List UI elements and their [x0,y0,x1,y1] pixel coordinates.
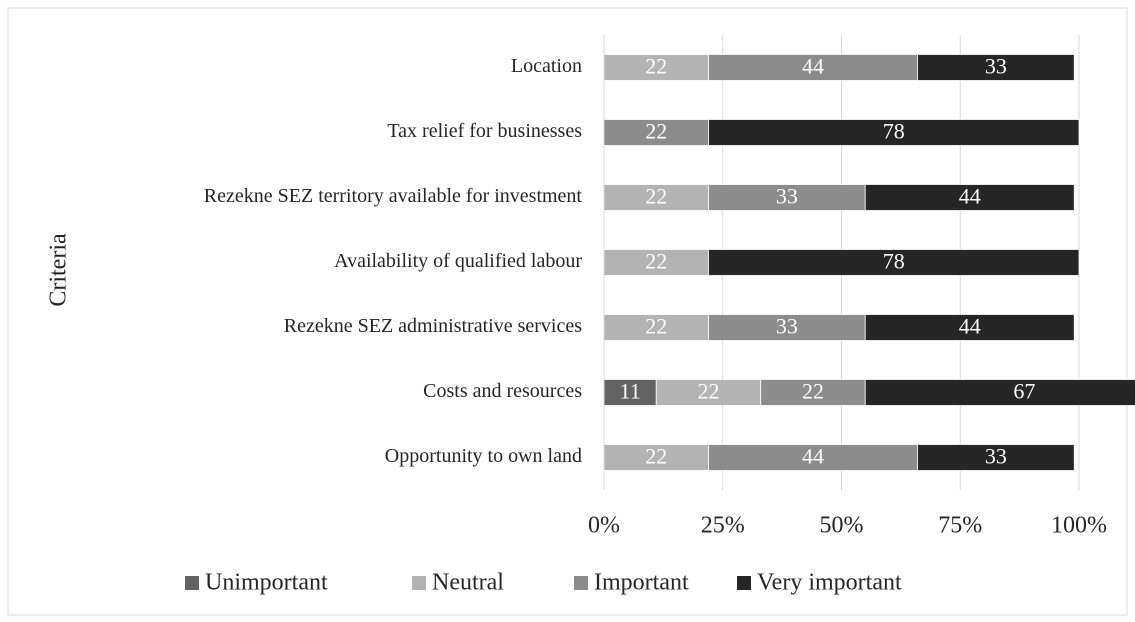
bar-segment [917,444,1075,471]
y-tick-label: Location [511,55,582,77]
bar-segment [655,379,762,406]
data-label: 78 [883,249,905,274]
x-tick-label: 100% [1051,513,1107,539]
chart-border [7,7,1128,616]
bar-segment [864,184,1075,211]
x-tick-label: 25% [701,513,745,539]
y-tick-label: Rezekne SEZ administrative services [284,315,582,337]
bar-segment [603,444,709,471]
bar-segment [708,119,1080,146]
bar-segment [708,54,918,81]
legend-swatch [412,576,426,590]
data-label: 44 [802,54,824,79]
legend-label: Very important [757,570,902,596]
data-label: 22 [698,379,720,404]
bar-segment [864,314,1075,341]
legend-label: Neutral [432,570,504,596]
data-label: 22 [645,119,667,144]
bar-segment [917,54,1075,81]
bar-segment [708,249,1080,276]
data-label: 33 [985,54,1007,79]
bar-segment [708,314,866,341]
y-tick-label: Availability of qualified labour [334,250,582,272]
data-label: 33 [776,184,798,209]
legend-swatch [574,576,588,590]
x-tick-label: 50% [820,513,864,539]
legend-swatch [185,576,199,590]
data-label: 22 [645,184,667,209]
data-label: 44 [959,184,981,209]
legend-label: Important [594,570,689,596]
y-tick-label: Rezekne SEZ territory available for inve… [204,185,583,207]
x-tick-label: 0% [588,513,620,539]
data-label: 78 [883,119,905,144]
data-label: 67 [1013,379,1035,404]
data-label: 22 [645,444,667,469]
data-label: 44 [802,444,824,469]
data-label: 44 [959,314,981,339]
bar-segment [603,119,709,146]
legend-swatch [737,576,751,590]
data-label: 11 [620,379,641,404]
data-label: 22 [645,249,667,274]
y-axis-label: Criteria [46,233,72,307]
data-label: 22 [645,54,667,79]
bar-segment [708,444,918,471]
y-tick-label: Costs and resources [423,380,582,402]
bar-segment [603,184,709,211]
legend-label: Unimportant [205,570,328,596]
data-label: 22 [645,314,667,339]
bar-segment [864,379,1135,406]
data-label: 22 [802,379,824,404]
x-tick-label: 75% [938,513,982,539]
data-label: 33 [776,314,798,339]
y-tick-label: Tax relief for businesses [387,120,582,142]
bar-segment [760,379,866,406]
data-label: 33 [985,444,1007,469]
y-tick-label: Opportunity to own land [385,445,582,467]
